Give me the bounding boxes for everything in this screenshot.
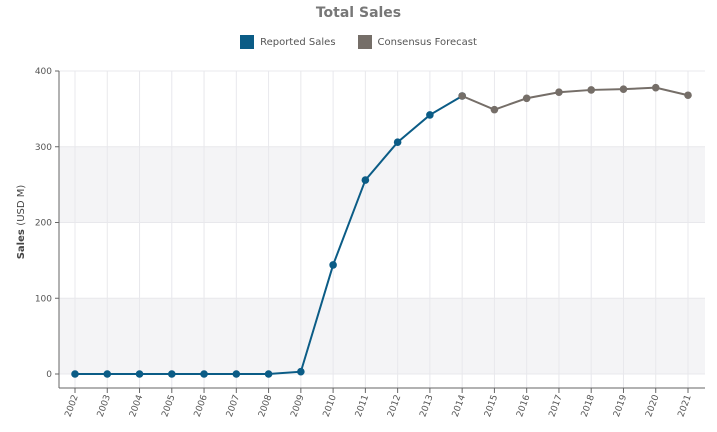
x-tick-label: 2007	[225, 394, 242, 419]
data-point	[458, 92, 466, 100]
x-tick-label: 2010	[322, 393, 339, 418]
data-point	[264, 370, 273, 378]
x-tick-label: 2019	[612, 393, 629, 418]
legend: Reported Sales Consensus Forecast	[0, 35, 717, 49]
data-point	[684, 91, 692, 100]
data-point	[71, 370, 79, 378]
chart-title: Total Sales	[315, 5, 402, 21]
grid-band	[59, 146, 705, 223]
data-point	[426, 111, 434, 119]
legend-label: Reported Sales	[260, 36, 336, 48]
x-tick-label: 2012	[386, 394, 403, 419]
y-tick-label: 0	[46, 370, 52, 380]
legend-swatch	[240, 35, 255, 49]
x-tick-label: 2018	[580, 393, 597, 418]
x-tick-label: 2009	[289, 393, 306, 418]
legend-item-reported[interactable]: Reported Sales	[240, 35, 336, 49]
x-tick-label: 2021	[677, 394, 694, 419]
legend-label: Consensus Forecast	[377, 36, 477, 48]
data-point	[555, 88, 563, 97]
data-point	[103, 370, 112, 378]
data-point	[135, 370, 144, 378]
y-tick-label: 400	[35, 67, 52, 77]
data-point	[167, 370, 176, 378]
y-tick-label: 300	[35, 143, 52, 153]
data-point	[490, 105, 499, 114]
data-point	[329, 261, 337, 269]
data-point	[522, 94, 531, 103]
data-point	[651, 83, 660, 92]
data-point	[297, 367, 305, 376]
data-point	[587, 86, 596, 94]
x-tick-label: 2003	[96, 394, 113, 419]
y-axis-label: Sales (USD M)	[16, 185, 27, 260]
legend-swatch	[357, 35, 372, 49]
data-point	[393, 138, 402, 147]
x-tick-label: 2005	[160, 394, 177, 419]
y-tick-label: 100	[35, 294, 52, 304]
x-tick-label: 2016	[515, 393, 532, 418]
x-tick-label: 2020	[644, 393, 661, 418]
x-tick-label: 2004	[128, 393, 145, 418]
x-tick-label: 2006	[193, 393, 210, 418]
x-tick-label: 2008	[257, 393, 274, 418]
data-point	[619, 85, 628, 93]
data-point	[232, 370, 241, 378]
data-point	[200, 370, 208, 378]
x-tick-label: 2013	[418, 394, 435, 419]
x-tick-label: 2014	[451, 393, 468, 418]
series-line-1	[461, 86, 689, 111]
x-tick-label: 2015	[483, 394, 500, 419]
x-tick-label: 2011	[354, 394, 371, 419]
data-point	[361, 176, 370, 184]
x-tick-label: 2017	[548, 394, 565, 419]
grid-band	[59, 298, 705, 374]
x-tick-label: 2002	[64, 394, 81, 419]
y-tick-label: 200	[35, 219, 52, 229]
legend-item-forecast[interactable]: Consensus Forecast	[357, 35, 477, 49]
